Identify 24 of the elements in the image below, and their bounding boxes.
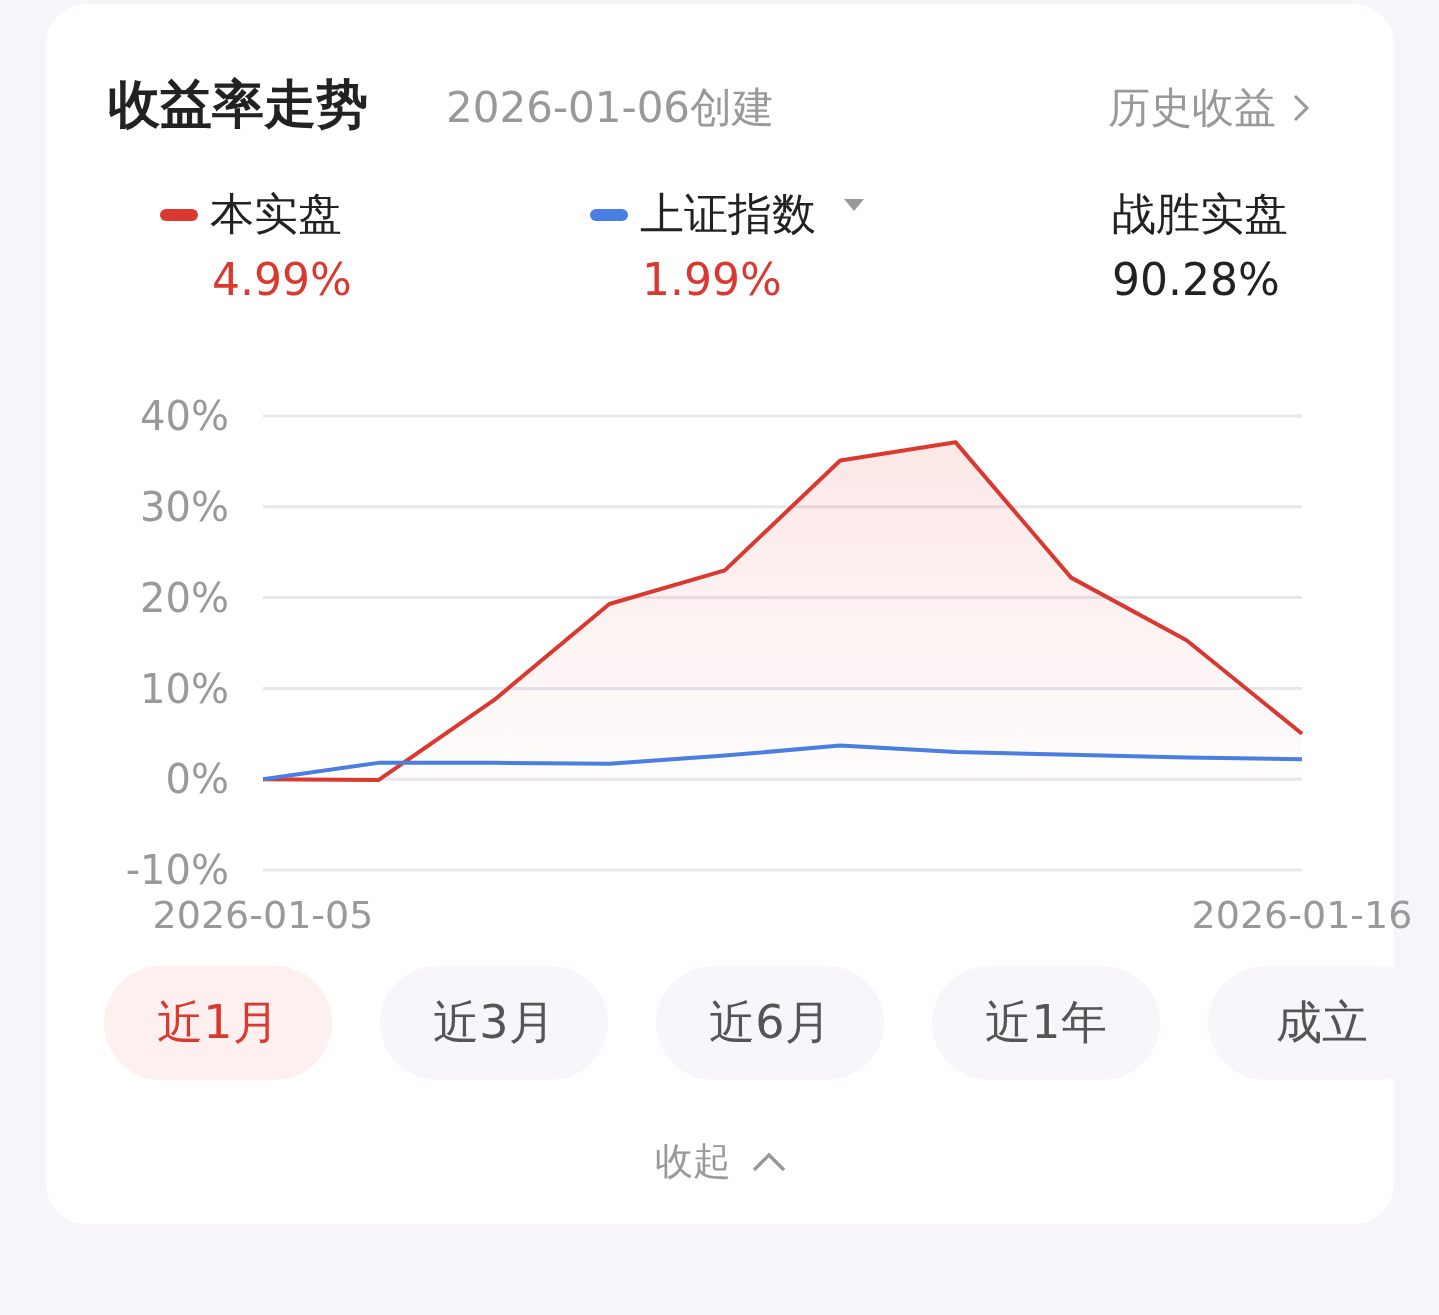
text: 近3月 — [380, 966, 608, 1080]
legend-label: 本实盘 — [209, 187, 343, 241]
text: 近1年 — [932, 966, 1160, 1080]
y-tick-label: 10% — [140, 665, 229, 712]
line-series — [261, 743, 1304, 782]
chart-title: 收益率走势 — [108, 73, 368, 136]
text: 收起 — [655, 1138, 731, 1185]
x-tick-label: 2026-01-05 — [152, 893, 374, 937]
text: 历史收益 — [1108, 82, 1276, 134]
text: 战胜实盘 — [1112, 187, 1288, 241]
text: 4.99% — [212, 254, 352, 305]
y-tick-label: 40% — [140, 393, 229, 440]
text: 近6月 — [656, 966, 884, 1080]
y-tick-label: 0% — [165, 756, 229, 803]
text: 90.28% — [1112, 254, 1281, 305]
legend-label: 上证指数 — [639, 187, 816, 241]
chart-subtitle: 2026-01-06创建 — [446, 82, 775, 134]
x-tick-label: 2026-01-16 — [1191, 893, 1413, 937]
y-tick-label: 30% — [140, 484, 229, 530]
y-tick-label: 20% — [140, 574, 229, 621]
y-tick-label: -10% — [125, 847, 229, 894]
text: 1.99% — [642, 254, 783, 305]
text: 成立 — [1208, 966, 1436, 1080]
text: 近1月 — [104, 966, 332, 1080]
